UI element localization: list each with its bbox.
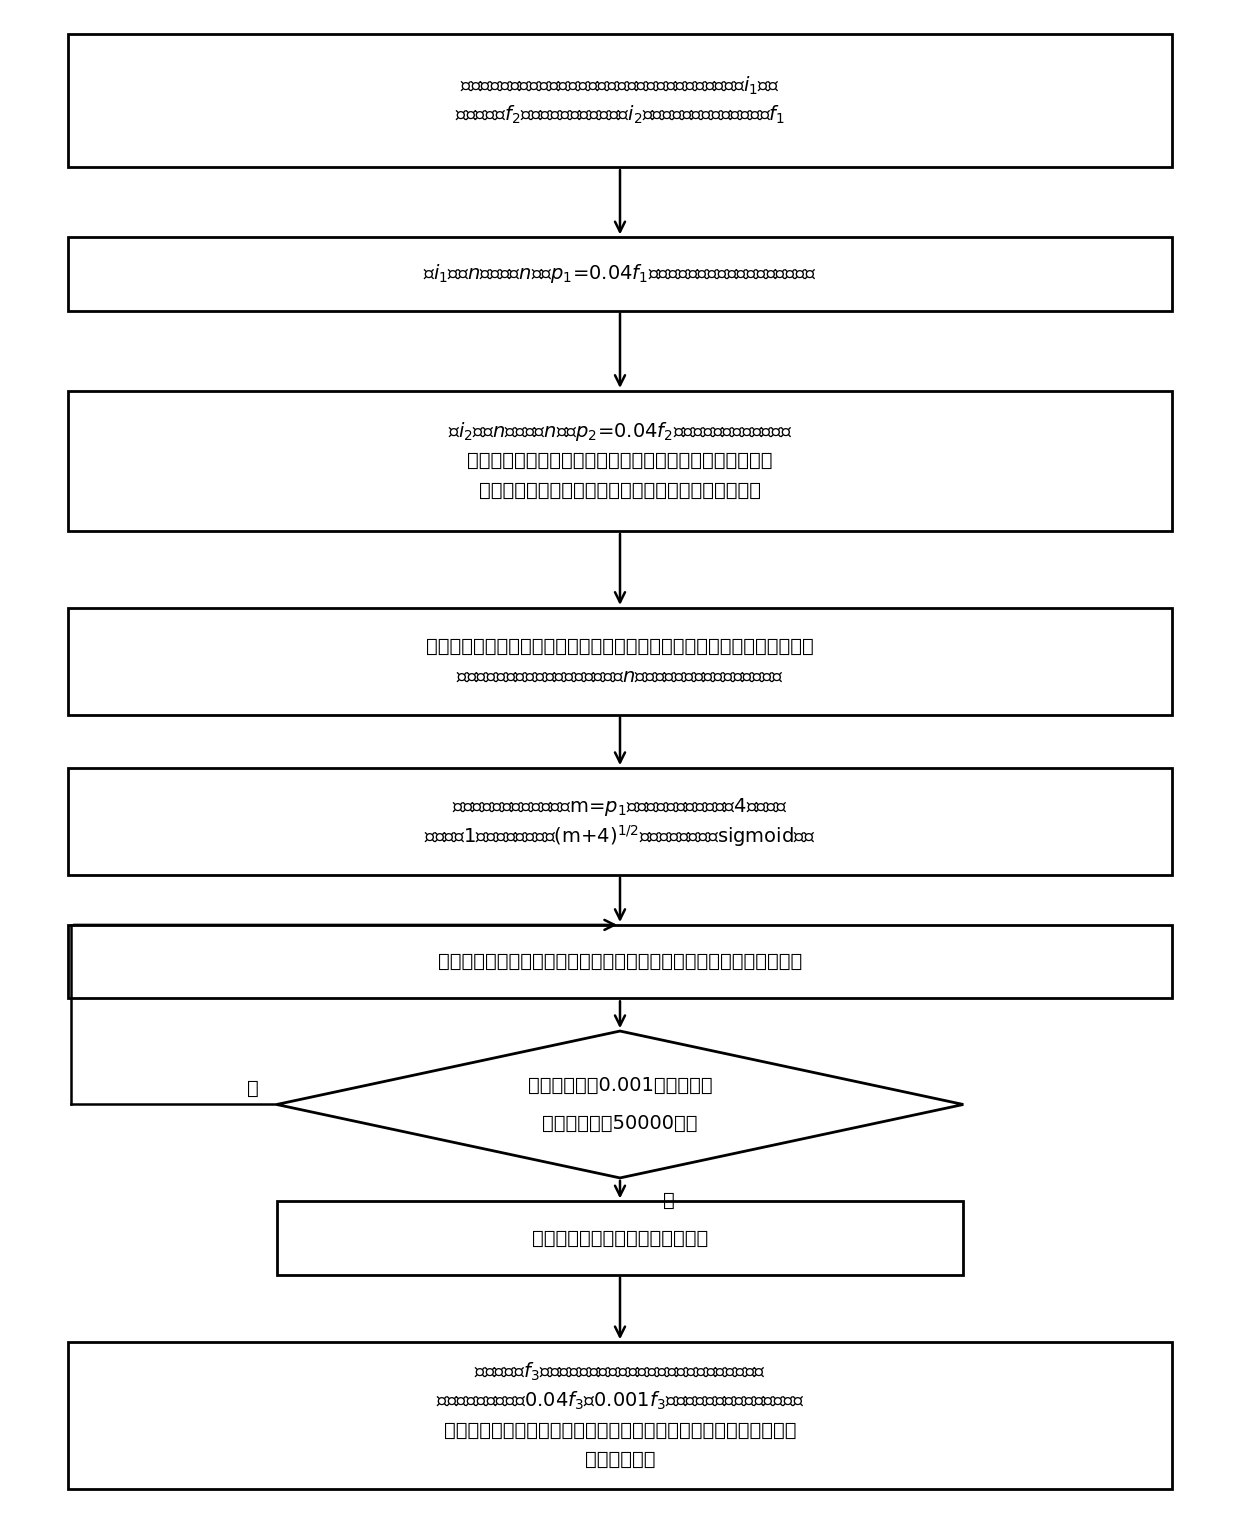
Text: 采样频率为$f_2$实时获取变压器励磁电流$i_2$，其中直流电流的注入频率为$f_1$: 采样频率为$f_2$实时获取变压器励磁电流$i_2$，其中直流电流的注入频率为$…: [455, 105, 785, 126]
Text: 将训练样本集导入至神经网络，利用反向传播算法对神经网络进行训练: 将训练样本集导入至神经网络，利用反向传播算法对神经网络进行训练: [438, 952, 802, 972]
Text: 将$i_2$分成$n$段，得到$n$段含$p_2$=0.04$f_2$个数据量的变压器励磁电流: 将$i_2$分成$n$段，得到$n$段含$p_2$=0.04$f_2$个数据量的…: [448, 420, 792, 443]
Text: 将$i_1$分成$n$段，得到$n$段含$p_1$=0.04$f_1$个数据量的变压器中性点电流样本数据: 将$i_1$分成$n$段，得到$n$段含$p_1$=0.04$f_1$个数据量的…: [423, 262, 817, 285]
FancyBboxPatch shape: [68, 925, 1172, 999]
Text: 样本数据，分别计算每段数据的直流分量、最大值、最小值: 样本数据，分别计算每段数据的直流分量、最大值、最小值: [467, 452, 773, 470]
Text: 否: 否: [247, 1079, 258, 1098]
Text: 设置神经网络输入层节点数m=$p_1$；设置输出层的节点数为4；设置隐: 设置神经网络输入层节点数m=$p_1$；设置输出层的节点数为4；设置隐: [453, 796, 787, 817]
Text: 训练结束，保存训练好的神经网络: 训练结束，保存训练好的神经网络: [532, 1228, 708, 1248]
Text: 直流分量，按数据稀0.04$f_3$以0.001$f_3$为间隔滑动地将中性点电流直流: 直流分量，按数据稀0.04$f_3$以0.001$f_3$为间隔滑动地将中性点电…: [435, 1390, 805, 1411]
FancyBboxPatch shape: [68, 391, 1172, 531]
Text: 按采样频率$f_3$实时地测量实际工程中变压器中性点电流，并提取其: 按采样频率$f_3$实时地测量实际工程中变压器中性点电流，并提取其: [474, 1360, 766, 1383]
FancyBboxPatch shape: [68, 769, 1172, 875]
Text: 是: 是: [663, 1192, 675, 1210]
FancyBboxPatch shape: [68, 238, 1172, 311]
Text: 四类特征量。: 四类特征量。: [585, 1451, 655, 1469]
Text: 训练误差小于0.001或者训练的: 训练误差小于0.001或者训练的: [528, 1076, 712, 1095]
FancyBboxPatch shape: [68, 608, 1172, 714]
FancyBboxPatch shape: [68, 1342, 1172, 1489]
Text: 分量数据输入到训练好的神经网络的输入层，得到变压器励磁电流的: 分量数据输入到训练好的神经网络的输入层，得到变压器励磁电流的: [444, 1420, 796, 1440]
FancyBboxPatch shape: [277, 1201, 963, 1275]
Text: 迭代次数大于50000次？: 迭代次数大于50000次？: [542, 1114, 698, 1132]
Text: 含层数为1，隐含层节点数为(m+4)$^{1/2}$；设置激励函数为sigmoid函数: 含层数为1，隐含层节点数为(m+4)$^{1/2}$；设置激励函数为sigmoi…: [424, 823, 816, 849]
Text: 对变压器做空载实验，向变压器中性点注入随时间变化的直流电流$i_1$，以: 对变压器做空载实验，向变压器中性点注入随时间变化的直流电流$i_1$，以: [460, 74, 780, 97]
Polygon shape: [277, 1031, 963, 1178]
Text: 据作为神经网络的一个训练样本，得到$n$个训练样本构成的神经网络训练集: 据作为神经网络的一个训练样本，得到$n$个训练样本构成的神经网络训练集: [456, 667, 784, 685]
FancyBboxPatch shape: [68, 33, 1172, 167]
Text: 将同一段的变压器中性点电流样本数据和变压器励磁电流四类特征量样本数: 将同一段的变压器中性点电流样本数据和变压器励磁电流四类特征量样本数: [427, 637, 813, 656]
Text: 、总谐波畸变率，得到励磁电流四类特征量的样本数据: 、总谐波畸变率，得到励磁电流四类特征量的样本数据: [479, 481, 761, 500]
